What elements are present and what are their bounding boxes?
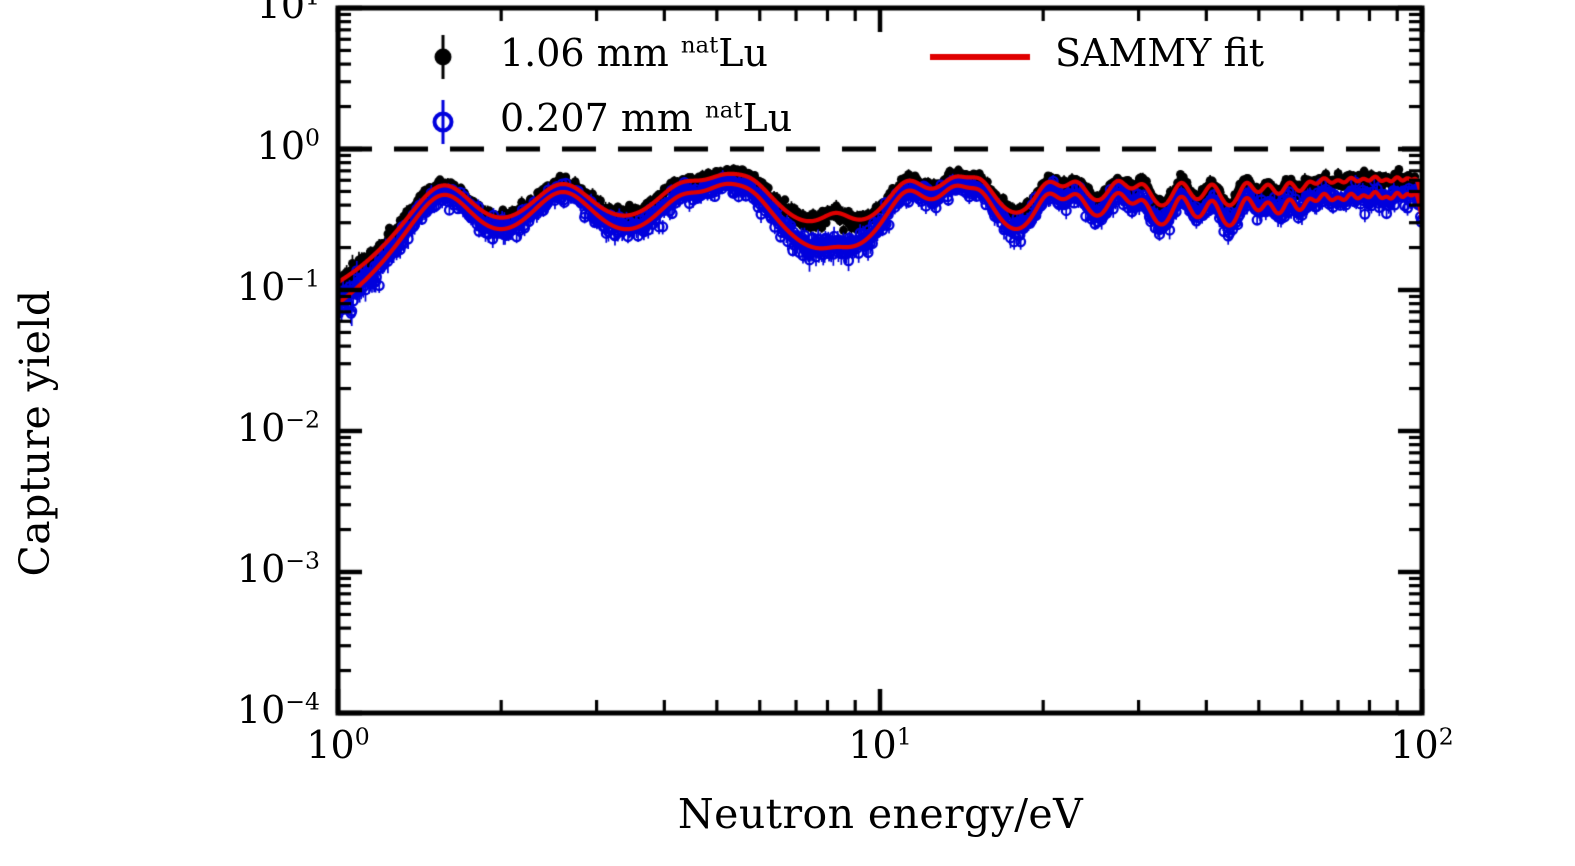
y-tick-exponent: 1 — [305, 0, 320, 10]
legend-entry-1: 1.06 mm natLu — [500, 34, 768, 72]
y-tick-mantissa: 10 — [236, 688, 286, 732]
y-tick-label: 10−2 — [150, 406, 320, 450]
legend-entry-3: SAMMY fit — [1055, 34, 1264, 72]
y-tick-mantissa: 10 — [256, 0, 306, 27]
y-tick-mantissa: 10 — [236, 547, 286, 591]
x-tick-mantissa: 10 — [848, 723, 897, 767]
legend-label-prefix: SAMMY fit — [1055, 31, 1265, 75]
x-tick-exponent: 1 — [896, 722, 912, 751]
y-tick-mantissa: 10 — [236, 265, 286, 309]
legend-label-prefix: 0.207 mm — [500, 96, 706, 140]
x-tick-label: 101 — [795, 723, 965, 767]
y-tick-exponent: −3 — [285, 546, 320, 575]
y-tick-label: 10−3 — [150, 547, 320, 591]
y-tick-label: 100 — [150, 124, 320, 168]
x-tick-exponent: 0 — [354, 722, 370, 751]
x-tick-mantissa: 10 — [1390, 723, 1439, 767]
y-tick-label: 10−4 — [150, 688, 320, 732]
x-tick-label: 100 — [253, 723, 423, 767]
y-axis-title: Capture yield — [11, 289, 59, 577]
y-tick-exponent: −1 — [285, 264, 320, 293]
y-tick-mantissa: 10 — [256, 124, 306, 168]
legend-label-superscript: nat — [705, 97, 743, 124]
legend-label-suffix: Lu — [718, 31, 768, 75]
x-tick-mantissa: 10 — [306, 723, 355, 767]
x-axis-title: Neutron energy/eV — [677, 790, 1084, 838]
y-tick-mantissa: 10 — [236, 406, 286, 450]
y-tick-exponent: −4 — [285, 687, 320, 716]
y-tick-exponent: 0 — [305, 123, 320, 152]
legend-label-suffix: Lu — [742, 96, 793, 140]
x-tick-exponent: 2 — [1438, 722, 1454, 751]
legend-entry-2: 0.207 mm natLu — [500, 99, 792, 137]
x-tick-label: 102 — [1337, 723, 1507, 767]
y-tick-exponent: −2 — [285, 405, 320, 434]
legend-label-prefix: 1.06 mm — [500, 31, 681, 75]
y-tick-label: 101 — [150, 0, 320, 24]
y-tick-label: 10−1 — [150, 265, 320, 309]
legend-label-superscript: nat — [680, 32, 719, 59]
